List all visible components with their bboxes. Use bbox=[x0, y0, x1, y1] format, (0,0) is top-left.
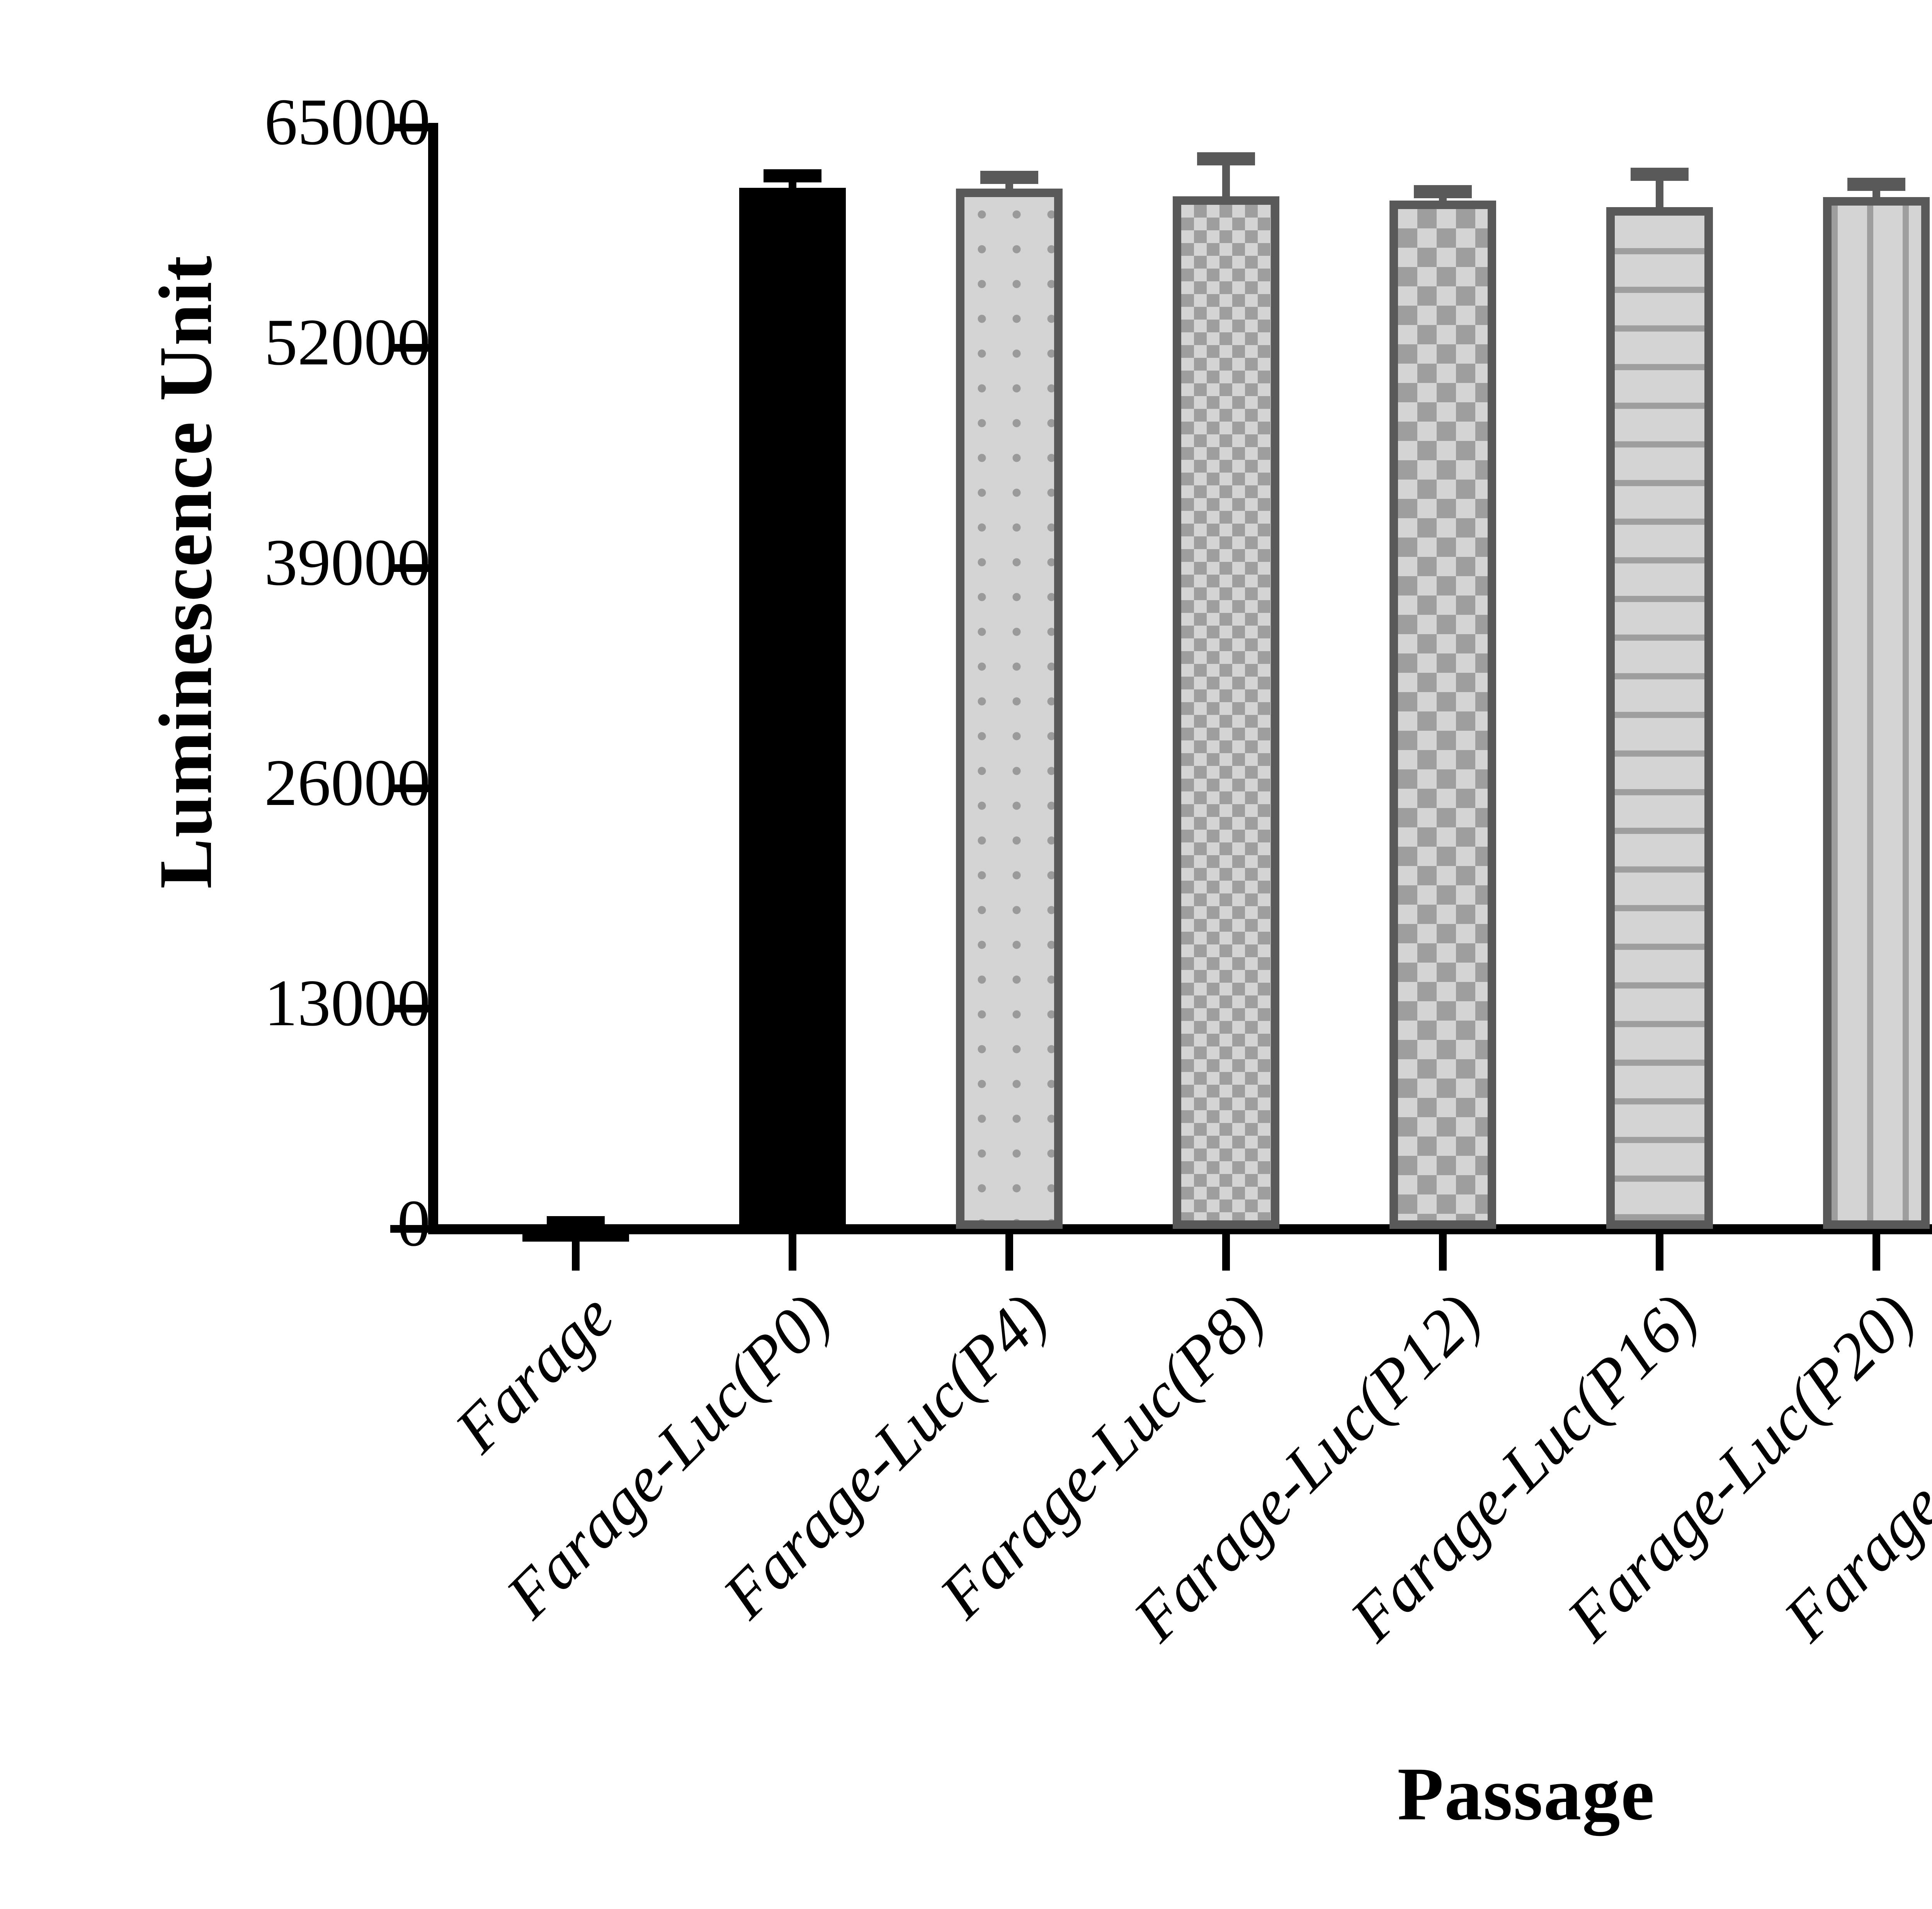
bar-farage-lucp12 bbox=[1389, 200, 1496, 1229]
bar-farage-lucp8 bbox=[1173, 196, 1279, 1229]
error-bar-cap bbox=[1414, 185, 1472, 198]
y-axis-tick bbox=[390, 1005, 429, 1012]
x-axis-tick bbox=[789, 1234, 796, 1271]
bar-farage-lucp16 bbox=[1606, 207, 1713, 1229]
x-axis-title: Passage bbox=[1397, 1752, 1655, 1836]
bar-pattern-fill bbox=[1832, 205, 1921, 1220]
x-axis-tick bbox=[572, 1234, 580, 1271]
y-axis-title: Luminescence Unit bbox=[143, 255, 228, 889]
y-axis-tick-label: 13000 bbox=[264, 966, 430, 1040]
x-axis-tick bbox=[1656, 1234, 1663, 1271]
y-axis-tick bbox=[390, 784, 429, 792]
bar-pattern-fill bbox=[964, 197, 1054, 1220]
error-bar-cap bbox=[980, 171, 1038, 184]
bar-pattern-fill bbox=[1181, 204, 1271, 1220]
y-axis-tick-label: 26000 bbox=[264, 746, 430, 820]
error-bar-cap bbox=[1847, 178, 1905, 191]
bar-pattern-fill bbox=[1398, 209, 1488, 1220]
y-axis-tick bbox=[390, 124, 429, 131]
y-axis-tick-label: 65000 bbox=[264, 85, 430, 159]
bar-farage-lucp0 bbox=[739, 187, 846, 1229]
x-axis-tick bbox=[1439, 1234, 1447, 1271]
bar-farage-lucp20 bbox=[1823, 197, 1930, 1229]
x-axis-tick bbox=[1222, 1234, 1230, 1271]
y-axis-tick-label: 0 bbox=[397, 1187, 430, 1260]
bar-farage-lucp4 bbox=[956, 188, 1063, 1229]
y-axis-tick bbox=[390, 344, 429, 352]
x-axis-tick bbox=[1005, 1234, 1013, 1271]
error-bar-stem bbox=[1656, 174, 1663, 208]
x-axis-tick bbox=[1872, 1234, 1880, 1271]
y-axis-tick bbox=[390, 1225, 429, 1233]
error-bar-cap bbox=[1631, 167, 1689, 181]
error-bar-stem bbox=[1222, 159, 1230, 196]
error-bar-cap bbox=[547, 1216, 605, 1229]
y-axis-tick-label: 52000 bbox=[264, 306, 430, 379]
error-bar-cap bbox=[764, 169, 821, 182]
y-axis-line bbox=[428, 123, 438, 1234]
error-bar-cap bbox=[1197, 152, 1255, 166]
y-axis-tick-label: 39000 bbox=[264, 526, 430, 599]
y-axis-tick bbox=[390, 564, 429, 572]
bar-pattern-fill bbox=[1615, 216, 1704, 1220]
